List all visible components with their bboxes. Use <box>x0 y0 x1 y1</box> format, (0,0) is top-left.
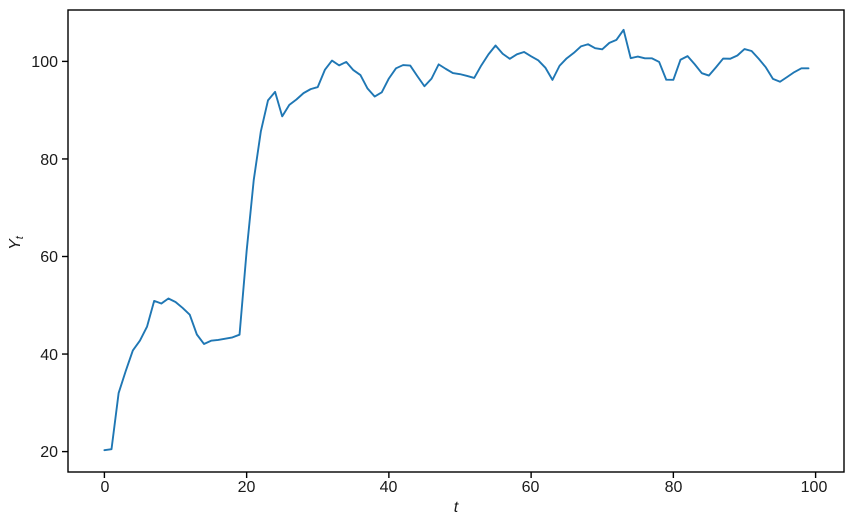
svg-text:t: t <box>454 499 459 516</box>
svg-text:Yt: Yt <box>7 235 26 250</box>
